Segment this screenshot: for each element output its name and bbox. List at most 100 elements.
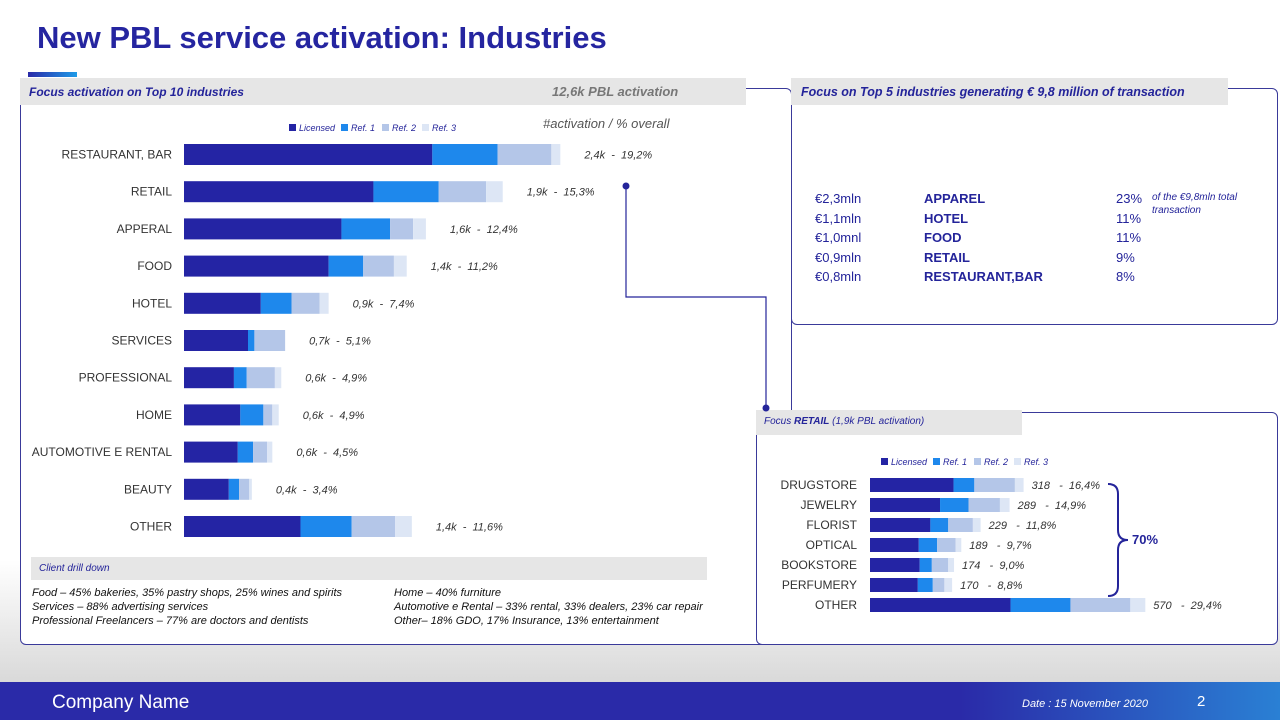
- legend-item-ref2: Ref. 2: [382, 123, 416, 133]
- data-label-hotel: 0,9k - 7,4%: [353, 298, 415, 310]
- top5-industry: APPAREL: [924, 191, 986, 206]
- top5-panel-header: Focus on Top 5 industries generating € 9…: [791, 78, 1228, 105]
- data-label-beauty: 0,4k - 3,4%: [276, 484, 338, 496]
- bar-professional-ref-3: [274, 367, 282, 389]
- retail-chart-legend: Licensed Ref. 1 Ref. 2 Ref. 3: [881, 457, 1071, 469]
- top5-amount: €2,3mln: [815, 191, 862, 206]
- category-label-food: FOOD: [137, 259, 172, 273]
- bar-retail-ref-2: [438, 181, 487, 203]
- bar-retail-ref-1: [373, 181, 439, 203]
- legend-item-ref2: Ref. 2: [974, 457, 1008, 467]
- bar-food-licensed: [184, 255, 329, 277]
- bar-professional-ref-1: [233, 367, 247, 389]
- footer-bar: Company Name Date : 15 November 2020 2: [0, 682, 1280, 720]
- bar-restaurant-bar-licensed: [184, 144, 433, 165]
- category-label-jewelry: JEWELRY: [801, 498, 857, 512]
- category-label-drugstore: DRUGSTORE: [781, 478, 857, 492]
- bar-other-ref-3: [395, 516, 412, 537]
- category-label-retail: RETAIL: [131, 185, 172, 199]
- bar-other-licensed: [184, 516, 301, 537]
- bar-professional-ref-2: [246, 367, 275, 389]
- top5-industry: HOTEL: [924, 210, 969, 226]
- bar-hotel-ref-3: [319, 292, 329, 314]
- bar-services-ref-2: [254, 330, 286, 351]
- top5-industry: FOOD: [924, 230, 962, 245]
- data-label-bookstore: 174 - 9,0%: [962, 560, 1025, 572]
- bar-bookstore-ref-1: [919, 558, 932, 572]
- connector-end-dot: [762, 404, 770, 412]
- bar-perfumery-ref-1: [917, 578, 933, 592]
- bar-home-ref-2: [263, 404, 273, 426]
- bar-drugstore-ref-2: [974, 478, 1015, 492]
- bar-other-ref-2: [1070, 598, 1131, 612]
- legend-item-ref1: Ref. 1: [933, 457, 967, 467]
- top5-amount: €0,9mln: [815, 249, 862, 265]
- bar-apperal-ref-3: [413, 218, 426, 240]
- drilldown-right-notes: Home – 40% furniture Automotive e Rental…: [394, 586, 703, 628]
- bar-beauty-licensed: [184, 478, 229, 500]
- bar-other-ref-2: [351, 516, 396, 537]
- drilldown-note: Home – 40% furniture: [394, 587, 501, 599]
- retail-connector: [622, 182, 770, 412]
- title-accent-bar: [28, 72, 77, 77]
- bar-jewelry-ref-1: [940, 498, 969, 512]
- legend-item-ref1: Ref. 1: [341, 123, 375, 133]
- bar-beauty-ref-2: [239, 478, 250, 500]
- bar-automotive-e-rental-ref-3: [267, 441, 273, 463]
- drilldown-note: Other– 18% GDO, 17% Insurance, 13% enter…: [394, 615, 659, 627]
- left-panel-frame: [20, 88, 792, 645]
- bar-florist-licensed: [870, 518, 931, 532]
- category-label-beauty: BEAUTY: [124, 482, 172, 496]
- top5-amount: €1,0mnl: [815, 230, 862, 245]
- bar-drugstore-licensed: [870, 478, 954, 492]
- category-label-apperal: APPERAL: [117, 222, 173, 236]
- bar-apperal-licensed: [184, 218, 342, 240]
- bar-jewelry-ref-3: [999, 498, 1010, 512]
- bar-perfumery-ref-3: [944, 578, 953, 592]
- data-label-home: 0,6k - 4,9%: [303, 410, 365, 422]
- data-label-florist: 229 - 11,8%: [988, 520, 1057, 532]
- bar-services-ref-1: [248, 330, 255, 351]
- category-label-services: SERVICES: [112, 334, 172, 348]
- connector-line: [625, 186, 767, 408]
- bar-drugstore-ref-1: [953, 478, 975, 492]
- bar-florist-ref-2: [948, 518, 973, 532]
- top5-amount: €1,1mln: [815, 210, 862, 226]
- data-label-drugstore: 318 - 16,4%: [1032, 480, 1101, 492]
- bar-other-ref-3: [1130, 598, 1146, 612]
- category-label-bookstore: BOOKSTORE: [781, 558, 857, 572]
- company-name: Company Name: [52, 692, 190, 713]
- data-label-professional: 0,6k - 4,9%: [305, 373, 367, 385]
- retail-breakdown-chart: DRUGSTORE 318 - 16,4% JEWELRY 289 - 14,9% FL…: [781, 478, 1222, 612]
- left-panel-header-text: Focus activation on Top 10 industries: [29, 85, 244, 99]
- bar-professional-licensed: [184, 367, 234, 389]
- bar-retail-licensed: [184, 181, 374, 203]
- category-label-florist: FLORIST: [806, 518, 857, 532]
- category-label-optical: OPTICAL: [806, 538, 858, 552]
- drilldown-left-notes: Food – 45% bakeries, 35% pastry shops, 2…: [32, 586, 342, 628]
- category-label-other: OTHER: [815, 598, 857, 612]
- bar-optical-ref-1: [918, 538, 938, 552]
- bar-hotel-ref-1: [260, 292, 292, 314]
- bar-restaurant-bar-ref-2: [497, 144, 552, 165]
- bar-other-ref-1: [1010, 598, 1071, 612]
- bar-jewelry-ref-2: [968, 498, 1000, 512]
- drilldown-header-text: Client drill down: [39, 563, 110, 574]
- legend-item-licensed: Licensed: [289, 123, 335, 133]
- data-label-jewelry: 289 - 14,9%: [1017, 500, 1087, 512]
- data-label-perfumery: 170 - 8,8%: [960, 580, 1023, 592]
- top6-bracket: [1107, 483, 1129, 597]
- top10-industries-chart: RESTAURANT, BAR 2,4k - 19,2% RETAIL 1,9k - …: [32, 144, 652, 537]
- top5-percent: 11%: [1116, 210, 1142, 226]
- category-label-other: OTHER: [130, 520, 172, 534]
- bar-restaurant-bar-ref-3: [551, 144, 561, 165]
- category-label-professional: PROFESSIONAL: [79, 371, 173, 385]
- bar-beauty-ref-1: [228, 478, 240, 500]
- bar-drugstore-ref-3: [1014, 478, 1024, 492]
- data-label-optical: 189 - 9,7%: [969, 540, 1032, 552]
- bar-beauty-ref-3: [249, 478, 252, 500]
- left-panel-subtitle: 12,6k PBL activation: [552, 84, 679, 99]
- top5-note-line: transaction: [1152, 205, 1201, 216]
- data-label-food: 1,4k - 11,2%: [431, 261, 498, 273]
- retail-header-prefix: Focus: [764, 416, 795, 427]
